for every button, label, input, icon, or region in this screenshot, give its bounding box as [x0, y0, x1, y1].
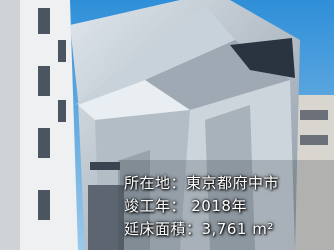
caption-location: 所在地：東京都府中市 [124, 174, 279, 192]
caption-floor-area: 延床面積：3,761 m² [124, 220, 274, 238]
photo: 所在地：東京都府中市 竣工年： 2018年 延床面積：3,761 m² [0, 0, 334, 250]
caption-year: 竣工年： 2018年 [124, 197, 247, 215]
